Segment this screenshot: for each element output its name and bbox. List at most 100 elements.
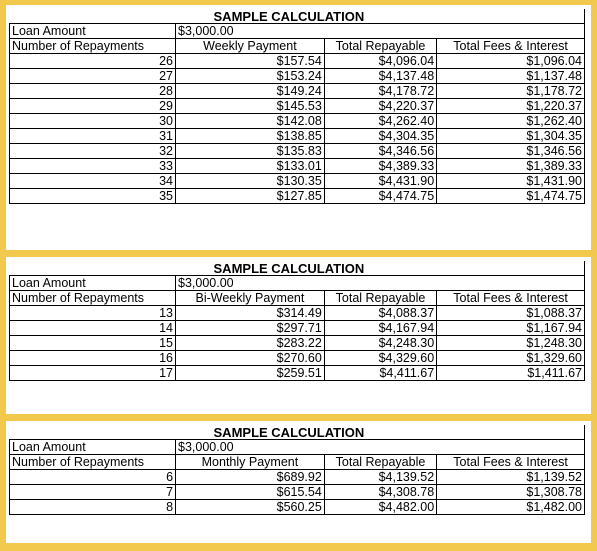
table-row: 34 $130.35 $4,431.90 $1,431.90 [8, 173, 585, 189]
fees-interest-cell: $1,474.75 [436, 188, 585, 204]
repayments-cell: 29 [8, 98, 177, 114]
fees-interest-cell: $1,088.37 [436, 305, 585, 321]
total-repayable-cell: $4,262.40 [323, 113, 438, 129]
payment-cell: $135.83 [175, 143, 325, 159]
payment-cell: $297.71 [175, 320, 325, 336]
payment-header: Weekly Payment [175, 38, 325, 54]
weekly-calculation-table: SAMPLE CALCULATION Loan Amount $3,000.00… [8, 9, 585, 204]
loan-amount-value: $3,000.00 [175, 23, 585, 39]
payment-cell: $133.01 [175, 158, 325, 174]
total-repayable-cell: $4,329.60 [323, 350, 438, 366]
total-repayable-cell: $4,139.52 [323, 469, 438, 485]
total-repayable-cell: $4,304.35 [323, 128, 438, 144]
table-row: 8 $560.25 $4,482.00 $1,482.00 [8, 499, 585, 515]
repayments-cell: 17 [8, 365, 177, 381]
header-row: Number of Repayments Bi-Weekly Payment T… [8, 290, 585, 306]
total-repayable-cell: $4,346.56 [323, 143, 438, 159]
total-repayable-cell: $4,178.72 [323, 83, 438, 99]
table-row: 27 $153.24 $4,137.48 $1,137.48 [8, 68, 585, 84]
payment-header: Monthly Payment [175, 454, 325, 470]
biweekly-calculation-card: SAMPLE CALCULATION Loan Amount $3,000.00… [6, 257, 591, 414]
fees-interest-cell: $1,431.90 [436, 173, 585, 189]
total-repayable-cell: $4,088.37 [323, 305, 438, 321]
payment-cell: $130.35 [175, 173, 325, 189]
loan-amount-label: Loan Amount [8, 439, 177, 455]
repayments-cell: 34 [8, 173, 177, 189]
repayments-cell: 13 [8, 305, 177, 321]
biweekly-table-body: SAMPLE CALCULATION Loan Amount $3,000.00… [8, 261, 585, 381]
repayments-cell: 8 [8, 499, 177, 515]
payment-cell: $145.53 [175, 98, 325, 114]
repayments-cell: 6 [8, 469, 177, 485]
table-title: SAMPLE CALCULATION [175, 261, 585, 276]
table-row: 29 $145.53 $4,220.37 $1,220.37 [8, 98, 585, 114]
fees-interest-cell: $1,167.94 [436, 320, 585, 336]
payment-cell: $314.49 [175, 305, 325, 321]
loan-amount-value: $3,000.00 [175, 275, 585, 291]
fees-interest-cell: $1,329.60 [436, 350, 585, 366]
repayments-cell: 27 [8, 68, 177, 84]
payment-cell: $149.24 [175, 83, 325, 99]
total-repayable-cell: $4,308.78 [323, 484, 438, 500]
payment-cell: $157.54 [175, 53, 325, 69]
total-repayable-cell: $4,220.37 [323, 98, 438, 114]
total-repayable-header: Total Repayable [323, 290, 438, 306]
fees-interest-cell: $1,482.00 [436, 499, 585, 515]
repayments-cell: 35 [8, 188, 177, 204]
repayments-cell: 33 [8, 158, 177, 174]
fees-interest-cell: $1,096.04 [436, 53, 585, 69]
monthly-calculation-card: SAMPLE CALCULATION Loan Amount $3,000.00… [6, 421, 591, 543]
table-row: 28 $149.24 $4,178.72 $1,178.72 [8, 83, 585, 99]
fees-interest-cell: $1,137.48 [436, 68, 585, 84]
payment-cell: $259.51 [175, 365, 325, 381]
table-row: 30 $142.08 $4,262.40 $1,262.40 [8, 113, 585, 129]
payment-cell: $283.22 [175, 335, 325, 351]
repayments-cell: 28 [8, 83, 177, 99]
fees-interest-header: Total Fees & Interest [436, 290, 585, 306]
title-spacer [9, 425, 176, 440]
table-row: 17 $259.51 $4,411.67 $1,411.67 [8, 365, 585, 381]
payment-cell: $153.24 [175, 68, 325, 84]
table-row: 7 $615.54 $4,308.78 $1,308.78 [8, 484, 585, 500]
total-repayable-header: Total Repayable [323, 454, 438, 470]
fees-interest-header: Total Fees & Interest [436, 38, 585, 54]
payment-header: Bi-Weekly Payment [175, 290, 325, 306]
biweekly-calculation-table: SAMPLE CALCULATION Loan Amount $3,000.00… [8, 261, 585, 381]
loan-amount-row: Loan Amount $3,000.00 [8, 439, 585, 455]
payment-cell: $270.60 [175, 350, 325, 366]
loan-amount-row: Loan Amount $3,000.00 [8, 23, 585, 39]
title-spacer [9, 261, 176, 276]
total-repayable-cell: $4,096.04 [323, 53, 438, 69]
header-row: Number of Repayments Weekly Payment Tota… [8, 38, 585, 54]
repayments-label: Number of Repayments [8, 38, 177, 54]
fees-interest-cell: $1,304.35 [436, 128, 585, 144]
total-repayable-cell: $4,482.00 [323, 499, 438, 515]
monthly-table-body: SAMPLE CALCULATION Loan Amount $3,000.00… [8, 425, 585, 515]
fees-interest-header: Total Fees & Interest [436, 454, 585, 470]
repayments-cell: 26 [8, 53, 177, 69]
loan-amount-label: Loan Amount [8, 23, 177, 39]
payment-cell: $142.08 [175, 113, 325, 129]
table-row: 26 $157.54 $4,096.04 $1,096.04 [8, 53, 585, 69]
table-row: 13 $314.49 $4,088.37 $1,088.37 [8, 305, 585, 321]
table-title: SAMPLE CALCULATION [175, 9, 585, 24]
total-repayable-cell: $4,137.48 [323, 68, 438, 84]
fees-interest-cell: $1,389.33 [436, 158, 585, 174]
table-row: 16 $270.60 $4,329.60 $1,329.60 [8, 350, 585, 366]
title-spacer [9, 9, 176, 24]
repayments-cell: 15 [8, 335, 177, 351]
fees-interest-cell: $1,220.37 [436, 98, 585, 114]
monthly-calculation-table: SAMPLE CALCULATION Loan Amount $3,000.00… [8, 425, 585, 515]
total-repayable-header: Total Repayable [323, 38, 438, 54]
total-repayable-cell: $4,474.75 [323, 188, 438, 204]
loan-amount-label: Loan Amount [8, 275, 177, 291]
fees-interest-cell: $1,346.56 [436, 143, 585, 159]
title-row: SAMPLE CALCULATION [9, 425, 585, 440]
total-repayable-cell: $4,248.30 [323, 335, 438, 351]
payment-cell: $689.92 [175, 469, 325, 485]
payment-cell: $138.85 [175, 128, 325, 144]
repayments-cell: 7 [8, 484, 177, 500]
table-row: 15 $283.22 $4,248.30 $1,248.30 [8, 335, 585, 351]
table-row: 14 $297.71 $4,167.94 $1,167.94 [8, 320, 585, 336]
total-repayable-cell: $4,411.67 [323, 365, 438, 381]
